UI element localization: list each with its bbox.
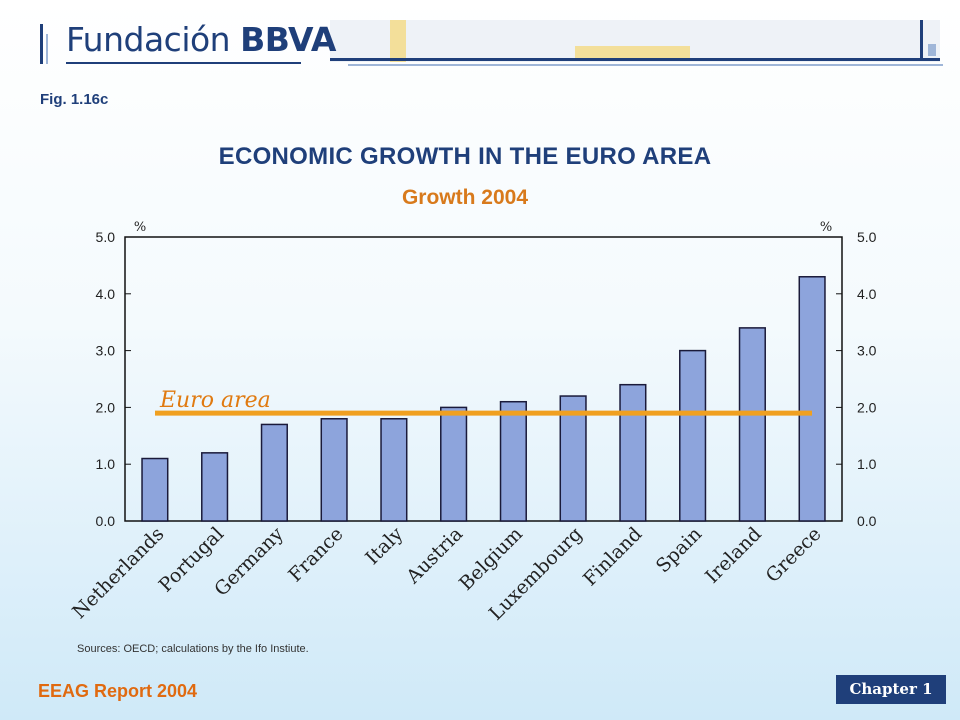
header-decoration (40, 20, 943, 66)
bar-germany (260, 423, 288, 522)
bar-italy (380, 418, 408, 522)
logo-text-bold: BBVA (240, 20, 336, 59)
bar-austria (440, 406, 468, 522)
y-tick-label-right: 0.0 (857, 513, 877, 529)
bar-france (320, 418, 348, 522)
chapter-badge: Chapter 1 (836, 675, 946, 704)
bar-belgium (499, 400, 527, 522)
bar-spain (679, 349, 707, 522)
x-tick-label-netherlands: Netherlands (68, 523, 168, 623)
y-tick-label-left: 0.0 (96, 513, 116, 529)
bar-greece (798, 276, 826, 522)
figure-label: Fig. 1.16c (40, 91, 109, 108)
chart-title: ECONOMIC GROWTH IN THE EURO AREA (218, 143, 712, 170)
logo-text-regular: Fundación (66, 20, 231, 59)
y-tick-label-left: 1.0 (96, 456, 116, 472)
y-tick-label-left: 4.0 (96, 286, 116, 302)
y-tick-label-left: 5.0 (96, 229, 116, 245)
x-tick-label-finland: Finland (579, 523, 646, 590)
y-tick-label-right: 1.0 (857, 456, 877, 472)
x-tick-label-france: France (284, 523, 347, 586)
bar-ireland (738, 327, 766, 522)
x-tick-label-ireland: Ireland (701, 523, 766, 588)
x-tick-label-spain: Spain (652, 523, 706, 577)
plot-frame (124, 236, 843, 522)
bar-netherlands (141, 457, 169, 522)
y-tick-label-right: 3.0 (857, 343, 877, 359)
left-axis-unit: % (134, 220, 146, 235)
y-tick-label-right: 2.0 (857, 399, 877, 415)
x-tick-label-italy: Italy (361, 523, 407, 569)
bar-chart: 0.0 0.0 1.0 1.0 2.0 2.0 3.0 3.0 4.0 4.0 5.0 5.0 Net… (68, 220, 877, 625)
bar-finland (619, 383, 647, 522)
bar-portugal (201, 452, 229, 522)
euro-area-label: Euro area (159, 388, 271, 413)
fundacion-bbva-logo: Fundación BBVA (66, 20, 336, 59)
y-tick-label-right: 5.0 (857, 229, 877, 245)
right-axis-unit: % (820, 220, 832, 235)
y-tick-label-left: 2.0 (96, 399, 116, 415)
y-tick-label-left: 3.0 (96, 343, 116, 359)
report-label: EEAG Report 2004 (38, 681, 198, 701)
source-note: Sources: OECD; calculations by the Ifo I… (77, 643, 309, 655)
y-tick-label-right: 4.0 (857, 286, 877, 302)
bar-luxembourg (559, 395, 587, 522)
x-tick-label-greece: Greece (762, 523, 826, 587)
chart-subtitle: Growth 2004 (401, 186, 529, 209)
logo-underline (66, 62, 301, 64)
